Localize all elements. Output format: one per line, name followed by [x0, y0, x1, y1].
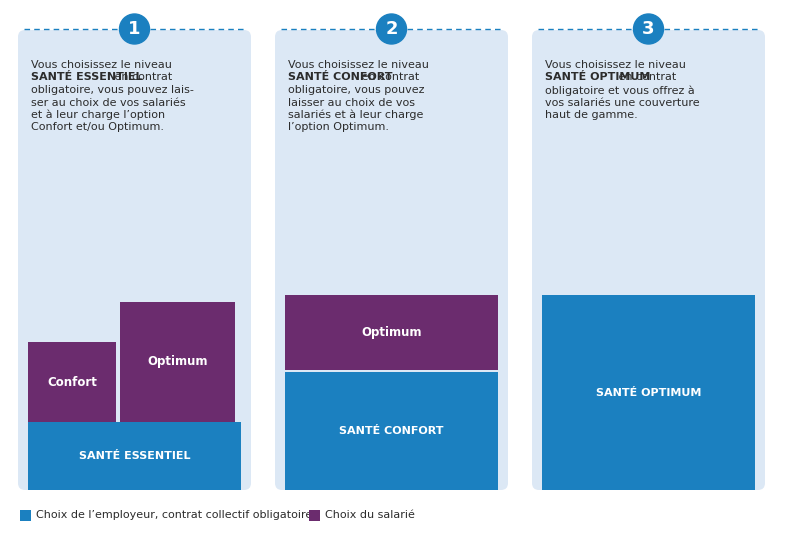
Text: SANTÉ OPTIMUM: SANTÉ OPTIMUM [545, 73, 650, 82]
Text: Vous choisissez le niveau: Vous choisissez le niveau [288, 60, 429, 70]
Text: SANTÉ ESSENTIEL: SANTÉ ESSENTIEL [79, 451, 190, 461]
Text: SANTÉ CONFORT: SANTÉ CONFORT [339, 426, 443, 436]
FancyBboxPatch shape [532, 30, 765, 490]
Text: l’option Optimum.: l’option Optimum. [288, 122, 389, 132]
Text: 1: 1 [129, 20, 140, 38]
Text: Choix du salarié: Choix du salarié [325, 511, 415, 521]
Text: salariés et à leur charge: salariés et à leur charge [288, 110, 424, 121]
Text: Optimum: Optimum [361, 326, 422, 339]
Bar [285, 295, 498, 370]
Bar [28, 422, 241, 490]
Text: haut de gamme.: haut de gamme. [545, 110, 638, 120]
Circle shape [376, 14, 406, 44]
Text: SANTÉ CONFORT: SANTÉ CONFORT [288, 73, 392, 82]
Text: Vous choisissez le niveau: Vous choisissez le niveau [545, 60, 686, 70]
Text: Optimum: Optimum [148, 356, 208, 368]
Text: 3: 3 [642, 20, 655, 38]
Bar [309, 510, 320, 521]
Circle shape [634, 14, 664, 44]
Text: vos salariés une couverture: vos salariés une couverture [545, 98, 700, 107]
Text: et à leur charge l’option: et à leur charge l’option [31, 110, 165, 121]
Text: Confort et/ou Optimum.: Confort et/ou Optimum. [31, 122, 164, 132]
Text: en contrat: en contrat [357, 73, 419, 82]
Text: ser au choix de vos salariés: ser au choix de vos salariés [31, 98, 185, 107]
FancyBboxPatch shape [275, 30, 508, 490]
Text: Choix de l’employeur, contrat collectif obligatoire: Choix de l’employeur, contrat collectif … [36, 511, 312, 521]
Bar [120, 302, 235, 422]
Text: laisser au choix de vos: laisser au choix de vos [288, 98, 415, 107]
Text: obligatoire et vous offrez à: obligatoire et vous offrez à [545, 85, 695, 96]
FancyBboxPatch shape [18, 30, 251, 490]
Bar [20, 510, 31, 521]
Text: en contrat: en contrat [615, 73, 676, 82]
Text: SANTÉ OPTIMUM: SANTÉ OPTIMUM [596, 388, 701, 397]
Text: SANTÉ ESSENTIEL: SANTÉ ESSENTIEL [31, 73, 143, 82]
Bar [542, 295, 755, 490]
Bar [28, 342, 116, 422]
Text: Confort: Confort [47, 375, 97, 389]
Text: Vous choisissez le niveau: Vous choisissez le niveau [31, 60, 172, 70]
Circle shape [119, 14, 149, 44]
Text: obligatoire, vous pouvez: obligatoire, vous pouvez [288, 85, 424, 95]
Text: obligatoire, vous pouvez lais-: obligatoire, vous pouvez lais- [31, 85, 194, 95]
Text: 2: 2 [385, 20, 398, 38]
Bar [285, 372, 498, 490]
Text: en contrat: en contrat [111, 73, 173, 82]
